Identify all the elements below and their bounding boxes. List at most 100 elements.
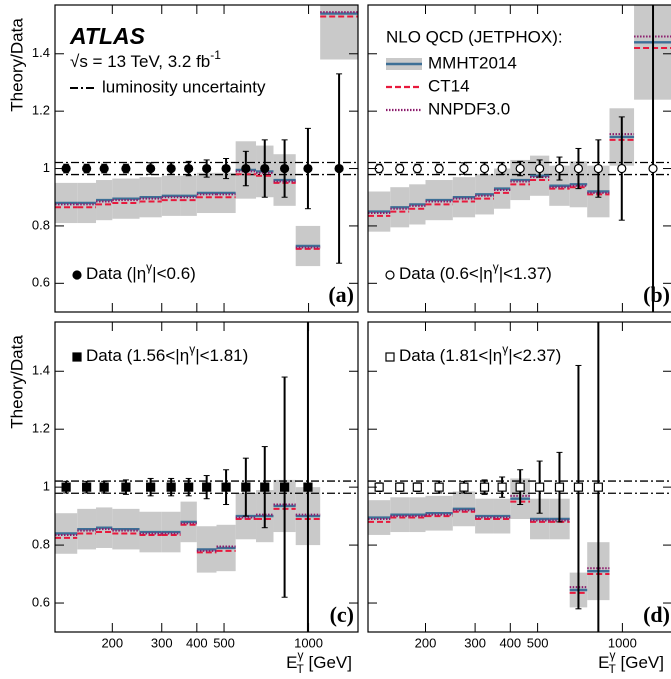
data-point	[412, 482, 422, 492]
data-point	[146, 482, 156, 492]
data-label-text: |<2.37)	[508, 346, 561, 365]
y-tick-label: 1.4	[32, 363, 50, 378]
data-point	[617, 163, 627, 174]
panel-label: (a)	[328, 282, 354, 307]
data-label-text: |<1.81)	[195, 346, 248, 365]
data-point	[184, 163, 194, 174]
data-point	[279, 163, 290, 174]
y-tick-label: 1.2	[32, 103, 50, 118]
data-point	[385, 270, 395, 280]
theory-band	[320, 5, 358, 60]
data-point	[515, 163, 525, 174]
y-axis-label: Theory/Data	[7, 18, 26, 112]
data-point	[554, 482, 565, 492]
frame	[54, 4, 359, 313]
x-tick-label: 300	[464, 635, 486, 650]
lumi-label: luminosity uncertainty	[102, 77, 266, 96]
data-point	[82, 163, 92, 174]
data-point	[412, 163, 422, 174]
data-point	[99, 482, 109, 492]
y-tick-label: 0.8	[32, 537, 50, 552]
data-point	[434, 482, 444, 492]
data-point	[99, 163, 109, 174]
x-axis-label: Eγ T [GeV]	[286, 648, 352, 676]
x-label-sub: T	[608, 662, 616, 676]
energy-label: √s = 13 TeV, 3.2 fb-1	[70, 48, 221, 71]
data-point	[82, 482, 92, 492]
x-tick-label: 500	[527, 635, 549, 650]
x-label-unit: [GeV]	[616, 653, 664, 672]
x-axis-label: Eγ T [GeV]	[598, 648, 664, 676]
data-point	[648, 163, 658, 174]
x-label-sup: γ	[609, 648, 615, 662]
x-tick-label: 200	[101, 635, 123, 650]
x-tick-label: 200	[415, 635, 437, 650]
data-label-text: |<1.37)	[499, 264, 552, 283]
data-point	[497, 482, 507, 492]
x-label-unit: [GeV]	[304, 653, 352, 672]
frame	[367, 321, 671, 633]
data-label: Data (|ηγ|<0.6)	[86, 260, 196, 283]
data-point	[221, 482, 231, 492]
data-label-sup: γ	[502, 342, 508, 356]
data-point	[241, 482, 251, 492]
data-point	[573, 163, 584, 174]
x-label-sub: T	[296, 662, 304, 676]
data-point	[166, 163, 176, 174]
data-label: Data (1.81<|ηγ|<2.37)	[399, 342, 561, 365]
data-label-sup: γ	[493, 260, 499, 274]
plot-area	[368, 5, 671, 312]
data-point	[385, 352, 395, 362]
data-point	[434, 163, 444, 174]
data-point	[221, 163, 231, 174]
data-point	[279, 482, 290, 492]
data-label-text: Data (1.56<|η	[86, 346, 189, 365]
data-point	[593, 163, 603, 174]
data-point	[72, 352, 82, 362]
plot-area	[55, 5, 358, 267]
atlas-label: ATLAS	[69, 23, 146, 49]
x-tick-label: 1000	[608, 635, 637, 650]
data-label-text: Data (|η	[86, 264, 146, 283]
y-tick-label: 0.6	[32, 275, 50, 290]
data-point	[395, 163, 405, 174]
data-point	[202, 482, 212, 492]
panel-label: (d)	[643, 602, 670, 627]
data-point	[535, 163, 545, 174]
data-point	[515, 482, 525, 492]
data-point	[554, 163, 565, 174]
data-label: Data (0.6<|ηγ|<1.37)	[399, 260, 552, 283]
data-label: Data (1.56<|ηγ|<1.81)	[86, 342, 248, 365]
x-tick-label: 400	[499, 635, 521, 650]
x-tick-label: 500	[213, 635, 235, 650]
data-point	[395, 482, 405, 492]
plot-area	[55, 322, 358, 632]
data-point	[535, 482, 545, 492]
frame	[367, 4, 671, 313]
x-tick-label: 1000	[294, 635, 323, 650]
data-point	[497, 163, 507, 174]
data-point	[303, 163, 313, 174]
legend-label: CT14	[428, 76, 470, 95]
data-point	[184, 482, 194, 492]
x-label-main: E	[598, 653, 609, 672]
y-tick-label: 1	[43, 479, 50, 494]
panel-label: (b)	[643, 282, 670, 307]
data-point	[241, 163, 251, 174]
x-label-sup: γ	[297, 648, 303, 662]
y-tick-label: 0.8	[32, 217, 50, 232]
data-point	[260, 482, 270, 492]
data-point	[202, 163, 212, 174]
data-point	[459, 482, 469, 492]
x-tick-label: 400	[186, 635, 208, 650]
data-label-text: |<0.6)	[152, 264, 196, 283]
data-point	[72, 270, 82, 280]
x-tick-label: 300	[151, 635, 173, 650]
y-tick-label: 1.4	[32, 45, 50, 60]
energy-sup: -1	[210, 48, 221, 62]
data-point	[121, 482, 131, 492]
data-point	[334, 163, 344, 174]
data-point	[260, 163, 270, 174]
data-label-sup: γ	[146, 260, 152, 274]
